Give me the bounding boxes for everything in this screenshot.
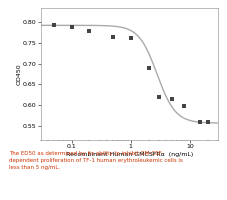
Point <box>170 98 174 101</box>
Point <box>129 37 133 40</box>
Text: The ED50 as determined by its ability to inhibit GM-CSF-
dependent proliferation: The ED50 as determined by its ability to… <box>9 151 183 170</box>
Point <box>70 26 74 29</box>
Point <box>182 105 186 108</box>
Point <box>157 95 161 98</box>
Point <box>206 121 209 124</box>
Point <box>88 29 91 33</box>
Point <box>198 121 202 124</box>
Point <box>111 36 115 39</box>
Point <box>52 24 56 27</box>
X-axis label: Recombinant Human GMCSFRα  (ng/mL): Recombinant Human GMCSFRα (ng/mL) <box>66 152 193 157</box>
Y-axis label: OD450: OD450 <box>17 63 22 85</box>
Point <box>147 66 150 69</box>
